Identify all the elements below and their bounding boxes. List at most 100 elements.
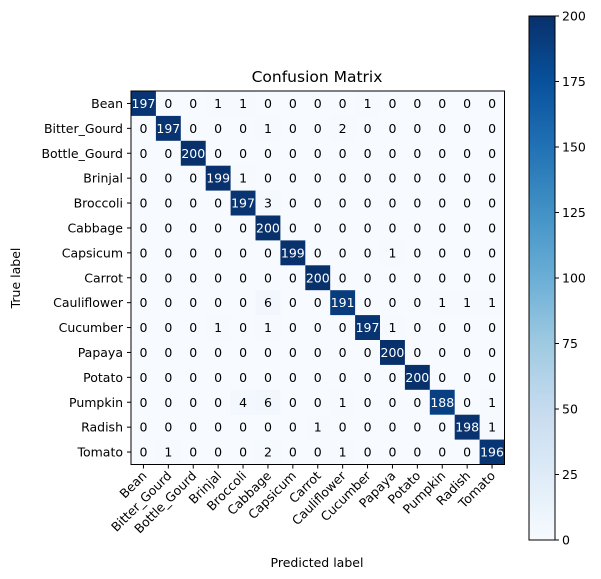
heatmap-cell bbox=[280, 215, 306, 241]
heatmap-cell bbox=[330, 91, 356, 117]
cell-value-label: 0 bbox=[189, 245, 197, 260]
cell-value-label: 0 bbox=[463, 395, 471, 410]
cell-value-label: 0 bbox=[189, 345, 197, 360]
cell-value-label: 0 bbox=[314, 121, 322, 136]
cell-value-label: 0 bbox=[438, 196, 446, 211]
cell-value-label: 0 bbox=[139, 320, 147, 335]
heatmap-cell bbox=[404, 140, 431, 167]
heatmap-cell bbox=[404, 389, 431, 416]
cell-value-label: 0 bbox=[214, 345, 222, 360]
heatmap-cell bbox=[404, 165, 431, 191]
heatmap-cell bbox=[131, 240, 157, 266]
heatmap-cell bbox=[255, 364, 281, 391]
heatmap-cell bbox=[429, 115, 456, 142]
cell-value-label: 0 bbox=[139, 370, 147, 385]
cell-value-label: 0 bbox=[289, 196, 297, 211]
heatmap-cell bbox=[280, 315, 306, 341]
heatmap-cell bbox=[230, 91, 256, 117]
heatmap-cell bbox=[404, 240, 431, 266]
cell-value-label: 0 bbox=[239, 320, 247, 335]
heatmap-cell bbox=[355, 140, 381, 167]
heatmap-cell bbox=[230, 340, 256, 366]
cell-value-label: 0 bbox=[388, 445, 396, 460]
heatmap-cell bbox=[180, 439, 207, 465]
heatmap-cell bbox=[355, 115, 381, 142]
heatmap-cell bbox=[180, 190, 207, 216]
heatmap-cell bbox=[280, 364, 306, 391]
cell-value-label: 0 bbox=[314, 395, 322, 410]
heatmap-cell bbox=[280, 240, 306, 266]
cell-value-label: 0 bbox=[139, 295, 147, 310]
heatmap-cell bbox=[180, 315, 207, 341]
heatmap-cell bbox=[479, 190, 505, 216]
cell-value-label: 0 bbox=[214, 245, 222, 260]
heatmap-cell bbox=[155, 240, 182, 266]
y-tick-label: Potato bbox=[83, 370, 123, 385]
y-axis-ticks: Bean Bitter_Gourd Bottle_Gourd Brinjal Brocc… bbox=[41, 96, 131, 460]
cell-value-label: 0 bbox=[413, 196, 421, 211]
heatmap-cell bbox=[355, 240, 381, 266]
cell-value-label: 0 bbox=[388, 270, 396, 285]
heatmap-cell bbox=[380, 91, 406, 117]
heatmap-cell bbox=[330, 315, 356, 341]
cell-value-label: 1 bbox=[214, 96, 222, 111]
heatmap-cell bbox=[305, 364, 331, 391]
cell-value-label: 0 bbox=[139, 146, 147, 161]
heatmap-cell bbox=[131, 389, 157, 416]
cell-value-label: 0 bbox=[339, 345, 347, 360]
heatmap-cell bbox=[155, 364, 182, 391]
heatmap-cell bbox=[131, 265, 157, 291]
cell-value-label: 0 bbox=[164, 370, 172, 385]
heatmap-cell bbox=[131, 340, 157, 366]
cell-value-label: 0 bbox=[189, 121, 197, 136]
cell-value-label: 0 bbox=[314, 171, 322, 186]
heatmap-cell bbox=[230, 414, 256, 440]
cell-value-label: 0 bbox=[264, 370, 272, 385]
heatmap-cell bbox=[180, 91, 207, 117]
heatmap-cell bbox=[230, 240, 256, 266]
heatmap-cell bbox=[131, 215, 157, 241]
heatmap-cell bbox=[454, 414, 480, 440]
cell-value-label: 197 bbox=[132, 96, 156, 111]
heatmap-cell bbox=[479, 364, 505, 391]
cell-value-label: 0 bbox=[364, 270, 372, 285]
heatmap-cell bbox=[404, 315, 431, 341]
heatmap-cell bbox=[429, 315, 456, 341]
cell-value-label: 0 bbox=[289, 395, 297, 410]
heatmap-cell bbox=[429, 91, 456, 117]
cell-value-label: 200 bbox=[181, 146, 205, 161]
heatmap-cell bbox=[355, 340, 381, 366]
cell-value-label: 0 bbox=[339, 196, 347, 211]
heatmap-cell bbox=[205, 215, 231, 241]
heatmap-cell bbox=[479, 240, 505, 266]
cell-value-label: 0 bbox=[264, 96, 272, 111]
cell-value-label: 0 bbox=[364, 220, 372, 235]
cell-value-label: 1 bbox=[164, 445, 172, 460]
cell-value-label: 0 bbox=[314, 320, 322, 335]
heatmap-cell bbox=[205, 439, 231, 465]
cell-value-label: 0 bbox=[339, 420, 347, 435]
heatmap-cell bbox=[479, 91, 505, 117]
heatmap-cell bbox=[479, 215, 505, 241]
cell-value-label: 0 bbox=[339, 320, 347, 335]
colorbar-gradient bbox=[528, 15, 556, 541]
heatmap-cell bbox=[429, 439, 456, 465]
cell-value-label: 0 bbox=[289, 171, 297, 186]
cell-value-label: 0 bbox=[463, 171, 471, 186]
cell-value-label: 188 bbox=[430, 395, 454, 410]
heatmap-cell bbox=[180, 414, 207, 440]
cell-value-label: 0 bbox=[364, 146, 372, 161]
heatmap-cell bbox=[380, 315, 406, 341]
cell-value-label: 0 bbox=[413, 146, 421, 161]
heatmap-cell bbox=[155, 165, 182, 191]
heatmap-cell bbox=[205, 240, 231, 266]
heatmap-cell bbox=[305, 91, 331, 117]
heatmap-cell bbox=[380, 364, 406, 391]
cell-value-label: 0 bbox=[413, 121, 421, 136]
heatmap-cell bbox=[479, 165, 505, 191]
heatmap-cell bbox=[131, 140, 157, 167]
heatmap-cell bbox=[380, 165, 406, 191]
cell-value-label: 0 bbox=[289, 320, 297, 335]
heatmap-cell bbox=[355, 364, 381, 391]
y-tick-label: Tomato bbox=[76, 445, 123, 460]
